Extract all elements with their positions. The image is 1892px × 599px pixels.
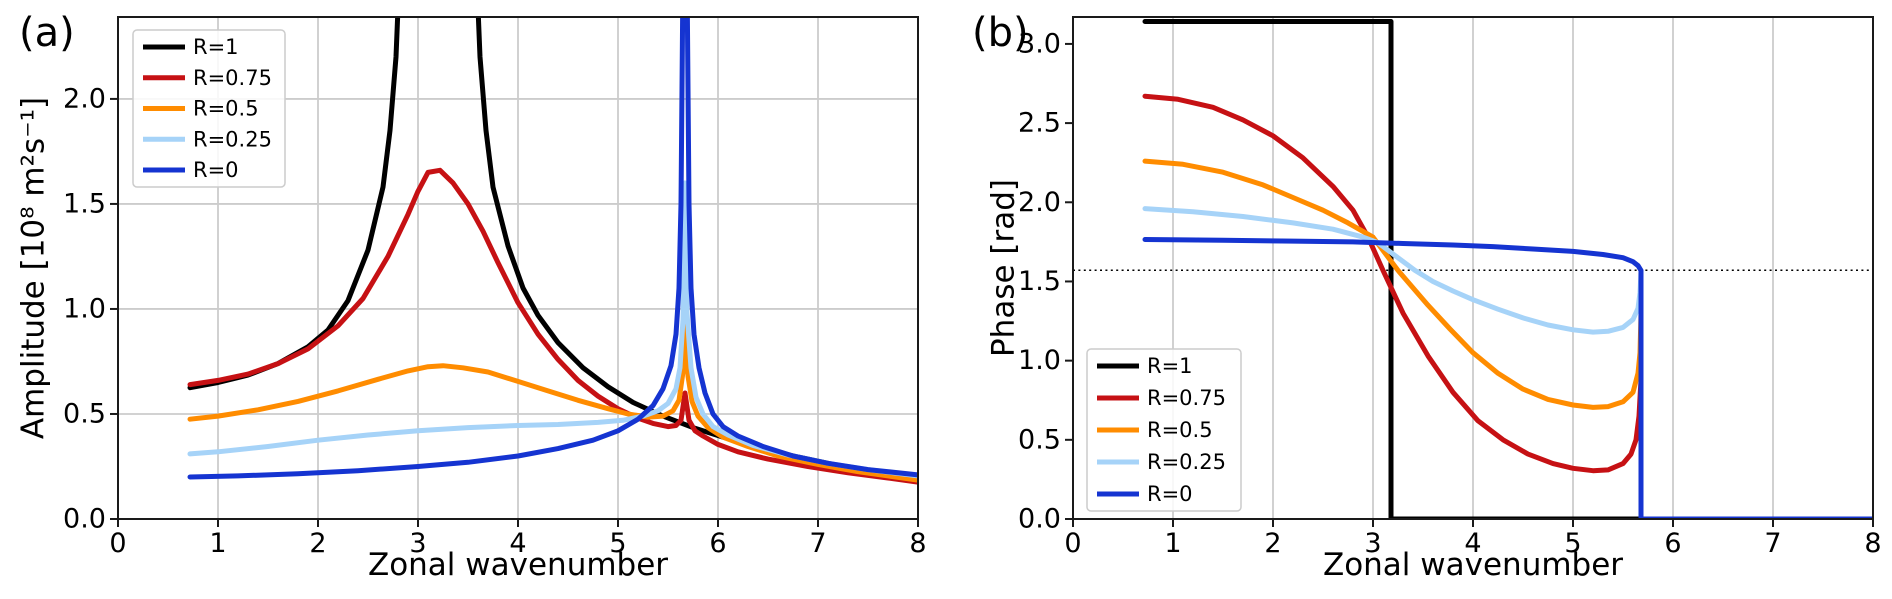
x-tick-label: 0 (1064, 528, 1081, 559)
panel-a-x-axis-title: Zonal wavenumber (367, 547, 669, 583)
y-tick-label: 0.0 (63, 504, 106, 535)
x-tick-label: 4 (509, 528, 526, 559)
panel-b-y-axis-title: Phase [rad] (985, 178, 1022, 358)
legend-label-R=1: R=1 (193, 35, 239, 59)
legend-label-R=0.75: R=0.75 (1147, 386, 1226, 410)
series-line-R=1 (1142, 19, 1873, 519)
panel-a-letter: (a) (19, 10, 75, 56)
x-tick-label: 1 (209, 528, 226, 559)
series-line-R=0.25 (1142, 206, 1873, 519)
x-tick-label: 8 (1864, 528, 1881, 559)
y-tick-label: 1.5 (63, 188, 106, 219)
panel-a-y-axis-title: Amplitude [10⁸ m²s⁻¹] (15, 96, 52, 440)
legend (1086, 348, 1242, 512)
x-tick-label: 0 (109, 528, 126, 559)
y-tick-label: 1.0 (63, 293, 106, 324)
series-line-R=1 (187, 17, 918, 484)
legend-label-R=0.25: R=0.25 (1147, 450, 1226, 474)
y-tick-label: 2.5 (1018, 108, 1061, 139)
x-tick-label: 7 (1764, 528, 1781, 559)
y-tick-label: 0.0 (1018, 504, 1061, 535)
series-line-R=0.5 (1142, 158, 1873, 519)
y-tick-label: 0.5 (63, 398, 106, 429)
x-tick-label: 8 (909, 528, 926, 559)
x-tick-label: 5 (1564, 528, 1581, 559)
x-tick-label: 6 (709, 528, 726, 559)
series-line-R=0 (187, 17, 918, 480)
x-tick-label: 6 (1664, 528, 1681, 559)
y-tick-label: 0.5 (1018, 424, 1061, 455)
x-tick-label: 4 (1464, 528, 1481, 559)
panel-b-letter: (b) (972, 10, 1029, 56)
legend-label-R=0.75: R=0.75 (193, 66, 272, 90)
x-tick-label: 5 (609, 528, 626, 559)
legend-label-R=0.5: R=0.5 (193, 97, 259, 121)
series-line-R=0.5 (187, 320, 918, 483)
legend-label-R=0.5: R=0.5 (1147, 418, 1213, 442)
legend-label-R=1: R=1 (1147, 354, 1193, 378)
panel-b: 0 1 2 3 4 5 6 7 8 0.0 0.5 1.0 1.5 2.0 2.5 3.0 R=1 R=0.75 R… (1018, 16, 1882, 559)
series-line-R=0.75 (187, 167, 918, 485)
x-tick-label: 2 (1264, 528, 1281, 559)
y-tick-label: 3.0 (1018, 28, 1061, 59)
x-tick-label: 3 (1364, 528, 1381, 559)
x-tick-label: 2 (309, 528, 326, 559)
legend-label-R=0: R=0 (193, 158, 239, 182)
series-line-R=0.25 (187, 180, 918, 479)
x-tick-label: 1 (1164, 528, 1181, 559)
x-tick-label: 3 (409, 528, 426, 559)
legend-label-R=0: R=0 (1147, 482, 1193, 506)
y-tick-label: 2.0 (63, 83, 106, 114)
y-tick-label: 1.0 (1018, 345, 1061, 376)
series-line-R=0 (1142, 237, 1873, 519)
legend (132, 29, 286, 188)
y-tick-label: 1.5 (1018, 266, 1061, 297)
x-tick-label: 7 (809, 528, 826, 559)
panel-b-x-axis-title: Zonal wavenumber (1322, 547, 1624, 583)
panel-a: 0 1 2 3 4 5 6 7 8 0.0 0.5 1.0 1.5 2.0 R=1 R=0.75 R=0.5 R=… (63, 16, 927, 559)
series-line-R=0.75 (1142, 93, 1873, 519)
y-tick-label: 2.0 (1018, 187, 1061, 218)
legend-label-R=0.25: R=0.25 (193, 127, 272, 151)
